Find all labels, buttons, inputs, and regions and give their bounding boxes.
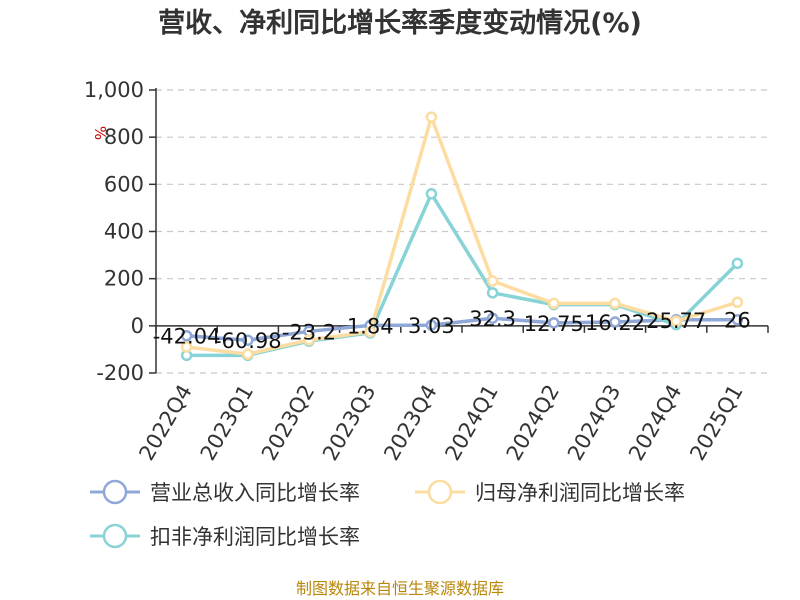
legend-swatch-marker: [427, 479, 453, 505]
y-tick-label: -200: [96, 361, 144, 385]
data-point: [731, 296, 744, 308]
data-label: -42.04: [153, 325, 221, 349]
x-tick-label: 2024Q2: [502, 381, 564, 465]
series-line: [186, 115, 738, 356]
x-tick-label: 2025Q1: [685, 381, 747, 465]
data-point: [425, 188, 438, 200]
x-tick-label: 2022Q4: [134, 381, 196, 465]
x-tick-labels: 2022Q42023Q12023Q22023Q32023Q42024Q12024…: [134, 380, 747, 464]
data-point: [486, 312, 499, 324]
legend-label: 归母净利润同比增长率: [475, 481, 685, 505]
source-note: 制图数据来自恒生聚源数据库: [296, 579, 504, 598]
x-tick-label: 2023Q4: [379, 381, 441, 465]
x-tick-label: 2024Q3: [563, 381, 625, 465]
series-line: [186, 316, 738, 342]
y-tick-label: 800: [104, 125, 144, 149]
data-label: -60.98: [214, 329, 282, 353]
data-point: [425, 111, 438, 123]
data-point: [486, 287, 499, 299]
y-axis-label: %: [91, 126, 109, 140]
data-labels: -42.04-60.98 -23.2 1.84 3.03 32.3 12.75 16.22 2…: [153, 307, 751, 353]
x-tick-label: 2023Q1: [196, 381, 258, 465]
axes: [149, 88, 769, 374]
legend-swatch-marker: [102, 479, 128, 505]
data-point: [731, 257, 744, 270]
data-point: [180, 329, 193, 342]
data-point: [548, 317, 560, 329]
legend-label: 营业总收入同比增长率: [150, 481, 360, 505]
y-tick-labels: -200 0 200 400 600 800 1,000: [84, 78, 144, 385]
data-label: 25.77: [646, 309, 706, 333]
y-tick-label: 600: [104, 172, 144, 196]
grid: [156, 89, 768, 374]
data-point: [242, 334, 254, 346]
data-label: 12.75: [524, 312, 584, 336]
y-tick-label: 1,000: [84, 78, 144, 102]
x-tick-label: 2024Q1: [440, 380, 502, 464]
x-tick-label: 2023Q2: [257, 381, 319, 465]
data-point: [180, 341, 193, 353]
data-label: 1.84: [347, 314, 394, 338]
data-label: 16.22: [585, 311, 645, 335]
data-label: 32.3: [469, 307, 516, 331]
y-tick-label: 0: [131, 314, 144, 338]
y-tick-label: 400: [104, 220, 144, 244]
data-point: [548, 297, 560, 310]
legend-swatch-marker: [102, 523, 128, 549]
data-point: [242, 348, 254, 360]
data-point: [609, 316, 621, 328]
x-tick-label: 2023Q3: [318, 381, 380, 465]
data-label: -23.2: [282, 320, 336, 344]
data-point: [609, 297, 621, 310]
data-label: 3.03: [408, 314, 455, 338]
chart-title: 营收、净利同比增长率季度变动情况(%): [158, 7, 642, 39]
legend-label: 扣非净利润同比增长率: [150, 525, 360, 549]
data-point: [486, 275, 499, 287]
data-point: [731, 313, 744, 326]
data-point: [364, 325, 376, 338]
data-point: [425, 319, 438, 331]
data-point: [670, 315, 682, 327]
data-label: 26: [724, 309, 751, 333]
series-group: [180, 111, 744, 362]
data-point: [303, 334, 315, 346]
y-tick-label: 200: [104, 267, 144, 291]
x-tick-label: 2024Q4: [624, 381, 686, 465]
